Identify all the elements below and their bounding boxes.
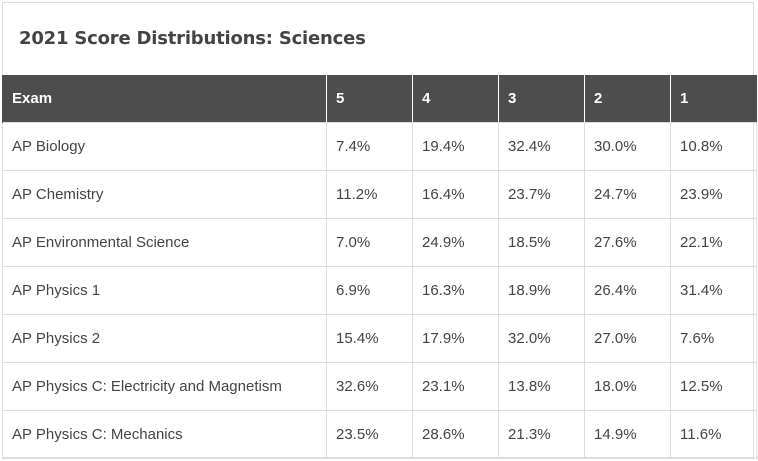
header-score-5: 5 [326, 75, 413, 122]
score-1-cell: 31.4% [670, 265, 757, 315]
score-5-cell: 7.4% [326, 121, 413, 171]
score-2-cell: 30.0% [584, 121, 671, 171]
exam-name-cell: AP Biology [2, 121, 327, 171]
score-4-cell: 16.3% [412, 265, 499, 315]
exam-name-cell: AP Physics 1 [2, 265, 327, 315]
score-3-cell: 32.4% [498, 121, 585, 171]
score-4-cell: 23.1% [412, 361, 499, 411]
score-4-cell: 19.4% [412, 121, 499, 171]
table-row: AP Environmental Science 7.0% 24.9% 18.5… [2, 217, 757, 267]
score-1-cell: 12.5% [670, 361, 757, 411]
table-title: 2021 Score Distributions: Sciences [19, 28, 366, 49]
header-score-4: 4 [412, 75, 499, 122]
score-5-cell: 32.6% [326, 361, 413, 411]
score-2-cell: 27.0% [584, 313, 671, 363]
score-3-cell: 32.0% [498, 313, 585, 363]
score-distribution-table: Exam 5 4 3 2 1 AP Biology 7.4% 19.4% 32.… [2, 75, 757, 459]
header-score-1: 1 [670, 75, 757, 122]
exam-name-cell: AP Physics C: Mechanics [2, 409, 327, 459]
score-3-cell: 13.8% [498, 361, 585, 411]
score-5-cell: 7.0% [326, 217, 413, 267]
score-3-cell: 21.3% [498, 409, 585, 459]
score-1-cell: 7.6% [670, 313, 757, 363]
score-3-cell: 23.7% [498, 169, 585, 219]
score-5-cell: 15.4% [326, 313, 413, 363]
score-4-cell: 17.9% [412, 313, 499, 363]
exam-name-cell: AP Environmental Science [2, 217, 327, 267]
table-header-row: Exam 5 4 3 2 1 [2, 75, 757, 122]
score-5-cell: 6.9% [326, 265, 413, 315]
exam-name-cell: AP Physics 2 [2, 313, 327, 363]
score-2-cell: 24.7% [584, 169, 671, 219]
score-2-cell: 27.6% [584, 217, 671, 267]
header-exam: Exam [2, 75, 327, 122]
table-row: AP Physics 2 15.4% 17.9% 32.0% 27.0% 7.6… [2, 313, 757, 363]
score-1-cell: 10.8% [670, 121, 757, 171]
score-2-cell: 18.0% [584, 361, 671, 411]
score-3-cell: 18.5% [498, 217, 585, 267]
header-score-3: 3 [498, 75, 585, 122]
exam-name-cell: AP Chemistry [2, 169, 327, 219]
score-2-cell: 14.9% [584, 409, 671, 459]
header-score-2: 2 [584, 75, 671, 122]
table-row: AP Physics 1 6.9% 16.3% 18.9% 26.4% 31.4… [2, 265, 757, 315]
score-2-cell: 26.4% [584, 265, 671, 315]
score-3-cell: 18.9% [498, 265, 585, 315]
table-row: AP Chemistry 11.2% 16.4% 23.7% 24.7% 23.… [2, 169, 757, 219]
score-1-cell: 11.6% [670, 409, 757, 459]
score-4-cell: 28.6% [412, 409, 499, 459]
exam-name-cell: AP Physics C: Electricity and Magnetism [2, 361, 327, 411]
score-1-cell: 22.1% [670, 217, 757, 267]
table-row: AP Biology 7.4% 19.4% 32.4% 30.0% 10.8% [2, 121, 757, 171]
score-5-cell: 23.5% [326, 409, 413, 459]
table-row: AP Physics C: Electricity and Magnetism … [2, 361, 757, 411]
score-4-cell: 24.9% [412, 217, 499, 267]
score-5-cell: 11.2% [326, 169, 413, 219]
table-row: AP Physics C: Mechanics 23.5% 28.6% 21.3… [2, 409, 757, 459]
score-1-cell: 23.9% [670, 169, 757, 219]
score-4-cell: 16.4% [412, 169, 499, 219]
